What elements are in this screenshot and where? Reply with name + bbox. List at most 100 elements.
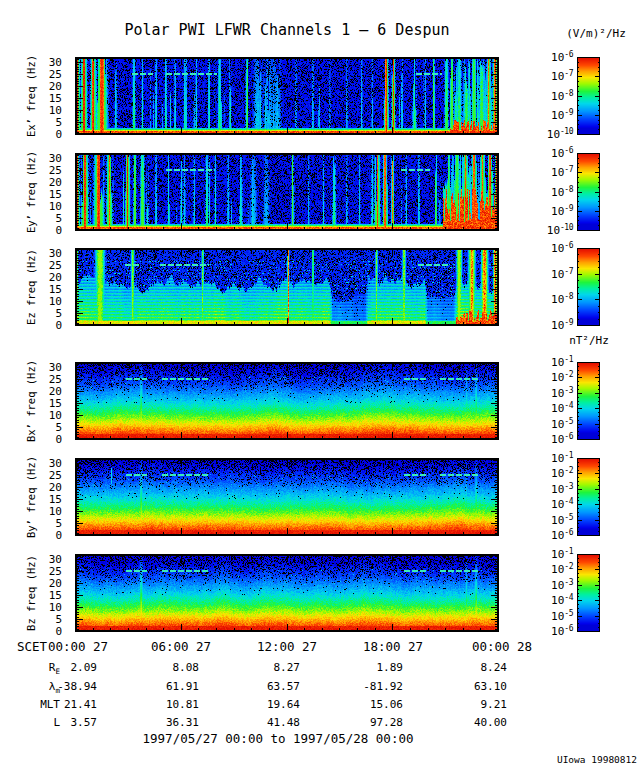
y-tick-label: 0 — [40, 129, 62, 140]
y-tick-label: 0 — [40, 225, 62, 236]
colorbar-tick-label: 10-7 — [505, 167, 573, 179]
ephemeris-value-mlt: 15.06 — [370, 698, 403, 711]
colorbar-tick-label: 10-3 — [505, 388, 573, 400]
y-tick-label: 10 — [40, 296, 62, 307]
colorbar-tick-label: 10-8 — [505, 294, 573, 306]
ephemeris-value-mlt: 9.21 — [481, 698, 508, 711]
x-tick-label: 12:00 27 — [237, 640, 337, 653]
ephemeris-value-re: 8.27 — [274, 661, 301, 674]
y-tick-label: 10 — [40, 201, 62, 212]
y-axis-label-ex: Ex’ freq (Hz) — [25, 55, 37, 137]
ephemeris-value-mlt: 21.41 — [64, 698, 97, 711]
ephemeris-value-mlt: 19.64 — [267, 698, 300, 711]
colorbar-tick-label: 10-9 — [505, 206, 573, 218]
e-colorbar-unit-label: (V/m)²/Hz — [531, 27, 640, 40]
colorbar-tick-label: 10-5 — [505, 611, 573, 623]
y-tick-label: 20 — [40, 482, 62, 493]
ephemeris-value-lambda-m: 63.57 — [267, 680, 300, 693]
ephemeris-row-label-re: RE — [49, 661, 60, 678]
colorbar-tick-label: 10-6 — [505, 52, 573, 64]
y-tick-label: 30 — [40, 153, 62, 164]
spectrogram-ey — [75, 153, 499, 231]
spectrogram-bz — [75, 554, 499, 632]
x-tick-label: 00:00 28 — [452, 640, 552, 653]
colorbar-tick-label: 10-6 — [505, 434, 573, 446]
y-tick-label: 25 — [40, 165, 62, 176]
ephemeris-value-l: 41.48 — [267, 716, 300, 729]
colorbar-tick-label: 10-9 — [505, 320, 573, 332]
ephemeris-value-mlt: 10.81 — [166, 698, 199, 711]
colorbar-tick-label: 10-7 — [505, 71, 573, 83]
colorbar-tick-label: 10-6 — [505, 148, 573, 160]
colorbar-tick-label: 10-2 — [505, 564, 573, 576]
y-tick-label: 5 — [40, 213, 62, 224]
ephemeris-value-lambda-m: -38.94 — [57, 680, 97, 693]
y-tick-label: 0 — [40, 530, 62, 541]
y-tick-label: 25 — [40, 374, 62, 385]
y-tick-label: 10 — [40, 105, 62, 116]
ephemeris-value-lambda-m: -81.92 — [363, 680, 403, 693]
y-tick-label: 25 — [40, 566, 62, 577]
y-tick-label: 25 — [40, 470, 62, 481]
y-tick-label: 15 — [40, 93, 62, 104]
plot-title: Polar PWI LFWR Channels 1 — 6 Despun — [75, 21, 499, 39]
y-tick-label: 5 — [40, 518, 62, 529]
colorbar-tick-label: 10-6 — [505, 530, 573, 542]
spectrogram-by — [75, 458, 499, 536]
ephemeris-value-re: 8.24 — [481, 661, 508, 674]
ephemeris-value-re: 8.08 — [173, 661, 200, 674]
spectrogram-figure: Polar PWI LFWR Channels 1 — 6 Despun (V/… — [0, 0, 640, 768]
y-axis-label-ez: Ez freq (Hz) — [25, 249, 37, 325]
colorbar-tick-label: 10-5 — [505, 419, 573, 431]
spectrogram-ex — [75, 57, 499, 135]
colorbar-tick-label: 10-10 — [505, 225, 573, 237]
y-tick-label: 10 — [40, 410, 62, 421]
y-tick-label: 10 — [40, 506, 62, 517]
colorbar-tick-label: 10-6 — [505, 626, 573, 638]
ephemeris-value-l: 36.31 — [166, 716, 199, 729]
x-tick-label: 06:00 27 — [131, 640, 231, 653]
y-tick-label: 15 — [40, 284, 62, 295]
colorbar-tick-label: 10-10 — [505, 129, 573, 141]
colorbar-tick-label: 10-1 — [505, 549, 573, 561]
ephemeris-value-re: 2.09 — [71, 661, 98, 674]
ephemeris-value-l: 97.28 — [370, 716, 403, 729]
ephemeris-value-l: 40.00 — [474, 716, 507, 729]
y-tick-label: 20 — [40, 81, 62, 92]
y-axis-label-bx: Bx’ freq (Hz) — [25, 360, 37, 442]
colorbar-tick-label: 10-3 — [505, 580, 573, 592]
y-tick-label: 5 — [40, 308, 62, 319]
y-tick-label: 30 — [40, 362, 62, 373]
y-tick-label: 20 — [40, 177, 62, 188]
colorbar-tick-label: 10-4 — [505, 595, 573, 607]
y-tick-label: 15 — [40, 189, 62, 200]
y-tick-label: 0 — [40, 626, 62, 637]
colorbar-tick-label: 10-7 — [505, 269, 573, 281]
credit-label: UIowa 19980812 — [557, 754, 637, 765]
colorbar-tick-label: 10-2 — [505, 468, 573, 480]
colorbar-tick-label: 10-2 — [505, 372, 573, 384]
y-tick-label: 20 — [40, 272, 62, 283]
y-tick-label: 30 — [40, 57, 62, 68]
colorbar-tick-label: 10-1 — [505, 357, 573, 369]
ephemeris-value-re: 1.89 — [377, 661, 404, 674]
colorbar-tick-label: 10-8 — [505, 91, 573, 103]
y-tick-label: 10 — [40, 602, 62, 613]
y-tick-label: 30 — [40, 248, 62, 259]
y-tick-label: 0 — [40, 320, 62, 331]
time-range-label: 1997/05/27 00:00 to 1997/05/28 00:00 — [66, 731, 490, 746]
y-tick-label: 15 — [40, 494, 62, 505]
colorbar-tick-label: 10-6 — [505, 243, 573, 255]
colorbar-tick-label: 10-4 — [505, 499, 573, 511]
b-colorbar-unit-label: nT²/Hz — [524, 334, 640, 347]
spectrogram-bx — [75, 362, 499, 440]
ephemeris-row-label-l: L — [53, 716, 60, 729]
y-tick-label: 30 — [40, 554, 62, 565]
colorbar-tick-label: 10-8 — [505, 187, 573, 199]
colorbar-tick-label: 10-9 — [505, 110, 573, 122]
colorbar-by — [577, 458, 600, 536]
colorbar-ex — [577, 57, 600, 135]
y-axis-label-ey: Ey’ freq (Hz) — [25, 151, 37, 233]
spectrogram-ez — [75, 248, 499, 326]
colorbar-tick-label: 10-5 — [505, 515, 573, 527]
